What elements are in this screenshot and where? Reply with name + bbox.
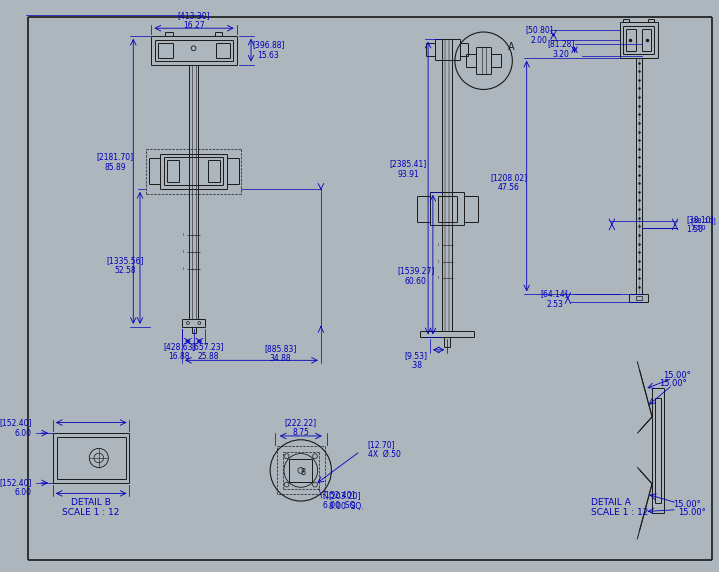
Text: II: II — [183, 250, 185, 254]
Text: [1539.27]
60.60: [1539.27] 60.60 — [397, 267, 434, 286]
Text: [203.20]
8.00  SQ.: [203.20] 8.00 SQ. — [329, 491, 363, 511]
Text: DETAIL A
SCALE 1 : 12: DETAIL A SCALE 1 : 12 — [591, 498, 649, 518]
Text: 15.00°: 15.00° — [659, 379, 687, 388]
Text: [1335.56]
52.58: [1335.56] 52.58 — [106, 256, 143, 275]
Text: 15.00°: 15.00° — [678, 508, 705, 517]
Text: [428.63]
16.88: [428.63] 16.88 — [163, 342, 196, 362]
Text: [38.10]
1.50: [38.10] 1.50 — [687, 214, 714, 234]
Text: [38.10]
1.50: [38.10] 1.50 — [690, 217, 716, 231]
Text: II: II — [183, 267, 185, 271]
Text: [396.88]
15.63: [396.88] 15.63 — [252, 41, 285, 60]
Text: [152.40]
6.00: [152.40] 6.00 — [0, 478, 32, 497]
Text: [64.14]
2.53: [64.14] 2.53 — [541, 289, 568, 309]
Text: II: II — [437, 243, 439, 247]
Text: [657.23]
25.88: [657.23] 25.88 — [192, 342, 224, 362]
Text: [152.40]
6.00: [152.40] 6.00 — [0, 419, 32, 438]
Text: [50.80]
2.00: [50.80] 2.00 — [526, 25, 553, 45]
Text: [2385.41]
93.91: [2385.41] 93.91 — [390, 159, 426, 178]
Text: [152.40]
6.00  SQ.: [152.40] 6.00 SQ. — [323, 490, 357, 510]
Text: B: B — [300, 468, 306, 477]
Text: [222.22]
8.75: [222.22] 8.75 — [285, 418, 317, 437]
Text: DETAIL B
SCALE 1 : 12: DETAIL B SCALE 1 : 12 — [63, 498, 120, 518]
Text: 15.00°: 15.00° — [673, 500, 701, 509]
Text: II: II — [437, 276, 439, 280]
Text: [12.70]
4X  Ø.50: [12.70] 4X Ø.50 — [368, 440, 400, 459]
Text: 15.00°: 15.00° — [664, 371, 692, 380]
Bar — [636, 296, 641, 300]
Text: [81.28]
3.20: [81.28] 3.20 — [547, 39, 574, 59]
Text: A: A — [508, 42, 514, 52]
Text: [885.83]
34.88: [885.83] 34.88 — [264, 344, 296, 363]
Text: [1208.02]
47.56: [1208.02] 47.56 — [490, 173, 527, 192]
Text: [2181.70]
85.89: [2181.70] 85.89 — [96, 153, 134, 172]
Text: II: II — [183, 233, 185, 237]
Text: [9.53]
.38: [9.53] .38 — [404, 351, 427, 370]
Text: [413.30]
16.27: [413.30] 16.27 — [178, 11, 211, 30]
Text: II: II — [437, 260, 439, 264]
